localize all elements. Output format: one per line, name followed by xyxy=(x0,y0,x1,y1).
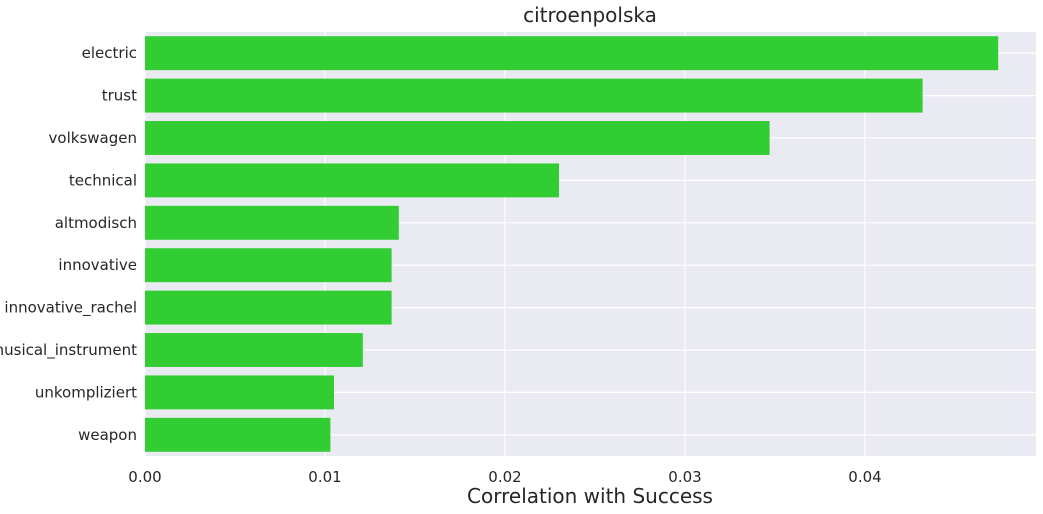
x-axis-title: Correlation with Success xyxy=(467,484,713,508)
y-tick-label: trust xyxy=(102,87,137,105)
x-tick-label: 0.00 xyxy=(128,468,161,486)
y-tick-label: innovative xyxy=(58,256,137,274)
y-tick-label: electric xyxy=(82,44,137,62)
x-tick-labels: 0.00 0.01 0.02 0.03 0.04 xyxy=(128,468,881,486)
y-tick-label: unkompliziert xyxy=(35,383,137,401)
bar-innovative xyxy=(145,248,392,283)
y-tick-label: weapon xyxy=(78,426,137,444)
y-tick-labels: electric trust volkswagen technical altmodis… xyxy=(0,44,137,444)
bar-musical-instrument xyxy=(145,333,363,367)
bar-electric xyxy=(145,36,999,71)
x-tick-label: 0.04 xyxy=(848,468,881,486)
bars xyxy=(145,36,999,452)
bar-innovative-rachel xyxy=(145,290,392,325)
x-tick-label: 0.03 xyxy=(668,468,701,486)
y-tick-label: technical xyxy=(69,171,137,189)
y-tick-label: volkswagen xyxy=(49,129,137,147)
bar-unkompliziert xyxy=(145,375,334,410)
y-tick-label: altmodisch xyxy=(55,214,137,232)
x-tick-label: 0.01 xyxy=(308,468,341,486)
chart-title: citroenpolska xyxy=(523,3,657,27)
y-tick-label: musical_instrument xyxy=(0,341,137,360)
y-tick-label: innovative_rachel xyxy=(4,299,137,318)
bar-weapon xyxy=(145,417,331,452)
bar-trust xyxy=(145,78,923,113)
bar-technical xyxy=(145,163,559,198)
bar-altmodisch xyxy=(145,205,399,240)
x-tick-label: 0.02 xyxy=(488,468,521,486)
bar-volkswagen xyxy=(145,121,770,155)
